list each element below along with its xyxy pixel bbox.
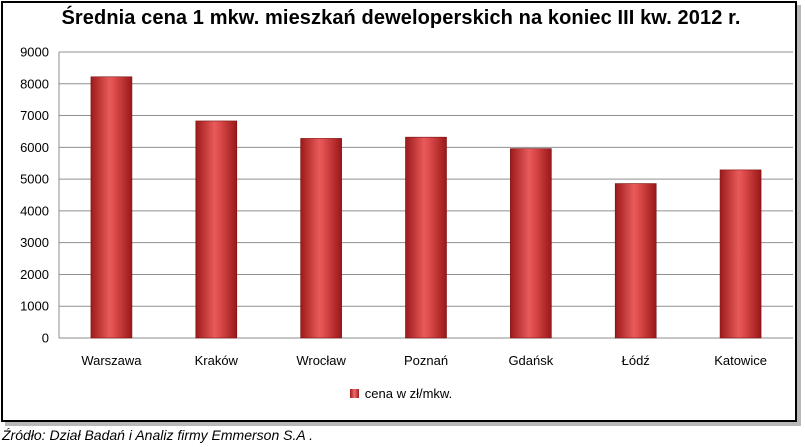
y-tick-label: 6000 [20, 140, 49, 155]
chart-title: Średnia cena 1 mkw. mieszkań dewelopersk… [61, 7, 741, 29]
x-tick-label: Wrocław [296, 353, 346, 368]
bar [719, 169, 762, 339]
x-tick-label: Warszawa [81, 353, 142, 368]
y-tick-label: 8000 [20, 76, 49, 91]
bar [510, 148, 552, 339]
y-tick-label: 0 [42, 331, 49, 346]
legend-swatch [349, 389, 359, 398]
chart-legend: cena w zł/mkw. [3, 386, 799, 401]
bar [300, 138, 342, 339]
source-note: Źródło: Dział Badań i Analiz firmy Emmer… [2, 427, 313, 443]
x-tick-label: Katowice [714, 353, 767, 368]
bar [195, 120, 238, 339]
y-tick-label: 5000 [20, 172, 49, 187]
bar [614, 183, 657, 339]
x-tick-label: Łódź [622, 353, 650, 368]
x-tick-label: Poznań [404, 353, 448, 368]
y-tick-label: 4000 [20, 203, 49, 218]
bar [90, 76, 133, 339]
chart-frame: Średnia cena 1 mkw. mieszkań dewelopersk… [1, 1, 797, 422]
bar [405, 136, 447, 339]
y-tick-label: 1000 [20, 299, 49, 314]
y-tick-label: 9000 [20, 45, 49, 60]
chart-plot: 0 1000 2000 3000 4000 5000 6000 7000 8000 9000 War… [20, 45, 793, 368]
x-tick-label: Kraków [195, 353, 239, 368]
y-tick-label: 7000 [20, 108, 49, 123]
x-tick-label: Gdańsk [508, 353, 553, 368]
y-tick-label: 2000 [20, 267, 49, 282]
legend-label: cena w zł/mkw. [364, 386, 453, 401]
y-tick-label: 3000 [20, 235, 49, 250]
